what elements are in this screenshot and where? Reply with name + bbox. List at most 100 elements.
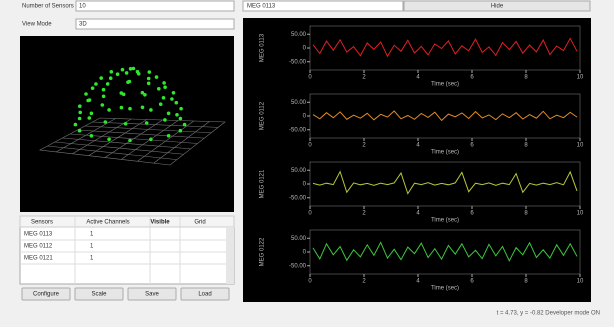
sensor-dot <box>74 123 78 127</box>
table-cell: MEG 0113 <box>24 232 53 238</box>
sensor-dot <box>132 67 136 71</box>
x-tick-label: 10 <box>577 75 584 81</box>
button-label: Configure <box>33 292 60 298</box>
sensor-dot <box>179 107 183 111</box>
table-header-cell: Visible <box>150 220 170 226</box>
table-scrollbar[interactable] <box>226 227 234 284</box>
sensor-dot <box>175 113 179 117</box>
sensor-dot <box>147 82 151 86</box>
sensor-dot <box>149 108 153 112</box>
sensor-dot <box>159 102 163 106</box>
view-label: View Mode <box>22 22 52 28</box>
view-value: 3D <box>79 22 87 28</box>
y-tick-label: -50.00 <box>289 127 307 133</box>
sensor-dot <box>90 112 94 116</box>
y-tick-label: 50.00 <box>291 236 307 242</box>
sensor-dot <box>104 120 108 124</box>
sensor-dot <box>99 76 103 80</box>
sensor-dot <box>167 112 171 116</box>
sensor-dot <box>170 97 174 101</box>
sensor-dot <box>157 87 161 91</box>
sensor-dot <box>128 107 132 111</box>
button-label: Scale <box>91 292 107 298</box>
sensor-dot <box>91 86 95 90</box>
sensor-dot <box>94 82 98 86</box>
y-tick-label: 50.00 <box>291 32 307 38</box>
button-label: Load <box>198 292 211 298</box>
sensor-dot <box>120 91 124 95</box>
sensor-dot <box>124 122 128 126</box>
sensor-dot <box>109 76 113 80</box>
sensor-dot <box>128 139 132 143</box>
sensor-dot <box>116 72 120 76</box>
sensor-dot <box>102 88 106 92</box>
y-tick-label: -50.00 <box>289 195 307 201</box>
sensor-dot <box>149 138 153 142</box>
sensor-dot <box>84 92 88 96</box>
x-axis-label: Time (sec) <box>431 150 459 156</box>
y-axis-label: MEG 0113 <box>260 33 266 62</box>
sensor-dot <box>125 71 129 75</box>
x-tick-label: 10 <box>577 143 584 149</box>
view-dropdown[interactable] <box>76 19 234 29</box>
sensor-dot <box>163 85 167 89</box>
x-axis-label: Time (sec) <box>431 286 459 292</box>
sensor-dot <box>90 134 94 138</box>
sensor-dot <box>136 70 140 74</box>
table-header-cell: Grid <box>194 220 205 226</box>
sensor-dot <box>167 134 171 138</box>
sensor-dot <box>107 108 111 112</box>
sensor-dot <box>78 129 82 133</box>
table-cell: MEG 0121 <box>24 256 53 262</box>
sensor-dot <box>106 82 110 86</box>
sensor-dot <box>78 111 82 115</box>
sensor-dot <box>179 129 183 133</box>
sensor-dot <box>121 68 125 72</box>
sensor-dot <box>110 70 114 74</box>
y-axis-label: MEG 0122 <box>260 237 266 266</box>
sensor-dot <box>162 81 166 85</box>
y-tick-label: -50.00 <box>289 263 307 269</box>
x-tick-label: 10 <box>577 211 584 217</box>
x-axis-label: Time (sec) <box>431 82 459 88</box>
sensor-dot <box>107 138 111 142</box>
app-window: Number of Sensors 10 View Mode 3D Sensor… <box>0 0 614 322</box>
sensor-dot <box>175 101 179 105</box>
sensors-label: Number of Sensors <box>22 4 74 10</box>
sensor-dot <box>163 118 167 122</box>
y-tick-label: -50.00 <box>289 59 307 65</box>
sensor-dot <box>141 106 145 110</box>
sensor-dot <box>155 75 159 79</box>
sensor-dot <box>145 121 149 125</box>
sensor-dot <box>128 80 132 84</box>
sensors-input[interactable] <box>76 1 234 11</box>
y-axis-label: MEG 0121 <box>260 169 266 198</box>
sensor-dot <box>88 116 92 120</box>
table-header-cell: Sensors <box>31 220 53 226</box>
sensor-dot <box>183 123 187 127</box>
sensor-dot <box>78 117 82 121</box>
sensors-value: 10 <box>79 4 86 10</box>
status-bar: t = 4.73, y = -0.82 Developer mode ON <box>497 311 600 317</box>
channel-value: MEG 0113 <box>247 4 276 10</box>
page: Number of Sensors 10 View Mode 3D Sensor… <box>0 0 614 322</box>
sensor-dot <box>78 104 82 108</box>
sensor-dot <box>172 91 176 95</box>
sensor-dot <box>101 103 105 107</box>
sensor-dot <box>141 91 145 95</box>
table-cell: MEG 0112 <box>24 244 53 250</box>
y-tick-label: 50.00 <box>291 100 307 106</box>
sensor-dot <box>120 106 124 110</box>
sensor-dot <box>88 98 92 102</box>
y-tick-label: 50.00 <box>291 168 307 174</box>
button-label: Save <box>145 292 159 298</box>
y-axis-label: MEG 0112 <box>260 101 266 130</box>
sensor-dot <box>179 117 183 121</box>
sensor-dot <box>162 96 166 100</box>
table-header-cell: Active Channels <box>86 220 129 226</box>
x-axis-label: Time (sec) <box>431 218 459 224</box>
sensor-dot <box>102 95 106 99</box>
x-tick-label: 10 <box>577 279 584 285</box>
sensor-dot <box>147 77 151 81</box>
sensor-dot <box>148 70 152 74</box>
